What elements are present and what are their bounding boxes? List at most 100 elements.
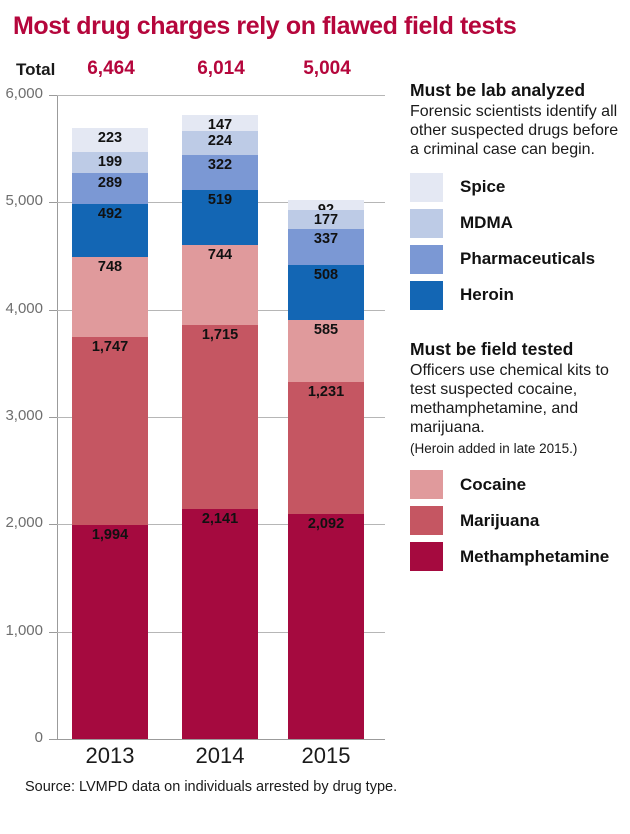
legend-group-field-note: (Heroin added in late 2015.) [410, 440, 578, 456]
legend-label: Spice [460, 177, 506, 197]
legend-label: Marijuana [460, 510, 540, 530]
bar-segment-2013-mdma[interactable]: 199 [72, 152, 148, 174]
page-title: Most drug charges rely on flawed field t… [13, 12, 517, 40]
bar-segment-value: 289 [97, 175, 123, 192]
y-tick-label-4,000: 4,000 [5, 299, 43, 317]
bar-segment-2015-spice[interactable]: 92 [288, 200, 364, 217]
legend-swatch-heroin [410, 280, 443, 310]
bar-segment-value: 199 [97, 154, 123, 171]
y-tick-label-6,000: 6,000 [5, 85, 43, 102]
legend-group-lab: Must be lab analyzed Forensic scientists… [410, 80, 625, 313]
legend-item-mdma[interactable]: MDMA [410, 205, 625, 241]
bar-segment-2015-mdma[interactable]: 177 [288, 209, 364, 229]
bar-segment-value: 2,141 [201, 511, 239, 528]
y-tick-mark-0 [49, 739, 57, 740]
legend-item-marijuana[interactable]: Marijuana [410, 503, 625, 539]
bar-segment-value: 223 [97, 130, 123, 147]
legend-label: Cocaine [460, 474, 527, 494]
bar-segment-value: 585 [313, 321, 339, 338]
legend-label: Heroin [460, 285, 514, 305]
y-tick-label-1,000: 1,000 [5, 621, 43, 639]
stacked-bar-2014[interactable]: 147 224 322 519 744 1,715 2,141 [182, 115, 258, 739]
y-tick-mark-1,000 [49, 631, 57, 633]
legend-items-lab: Spice MDMA Pharmaceuticals Heroin [410, 169, 625, 313]
bar-segment-value: 1,747 [91, 339, 129, 356]
y-tick-mark-5,000 [49, 202, 57, 204]
stacked-bar-2013[interactable]: 223 199 289 492 748 1,747 1,994 [72, 128, 148, 739]
source-note: Source: LVMPD data on individuals arrest… [25, 779, 398, 795]
legend-swatch-pharmaceuticals [410, 244, 443, 274]
legend-item-heroin[interactable]: Heroin [410, 277, 625, 313]
bar-segment-value: 492 [97, 206, 123, 223]
bar-segment-value: 748 [97, 259, 123, 276]
bar-segment-value: 1,994 [91, 526, 129, 543]
y-tick-label-0: 0 [34, 729, 43, 746]
bar-segment-2015-methamphetamine[interactable]: 2,092 [288, 514, 364, 739]
bar-segment-value: 322 [207, 157, 233, 174]
y-tick-mark-2,000 [49, 524, 57, 526]
bar-segment-2013-heroin[interactable]: 492 [72, 204, 148, 258]
bar-segment-value: 337 [313, 230, 339, 247]
x-tick-2013: 2013 [85, 743, 135, 768]
bar-segment-2015-heroin[interactable]: 508 [288, 265, 364, 320]
y-tick-label-5,000: 5,000 [5, 192, 43, 210]
legend-item-pharmaceuticals[interactable]: Pharmaceuticals [410, 241, 625, 277]
bar-segment-value: 508 [313, 267, 339, 284]
legend-swatch-mdma [410, 208, 443, 238]
bar-segment-value: 147 [207, 117, 233, 134]
legend-group-field: Must be field tested Officers use chemic… [410, 339, 625, 575]
bar-segment-value: 744 [207, 247, 233, 264]
bar-segment-2014-mdma[interactable]: 224 [182, 131, 258, 156]
bar-segment-2014-cocaine[interactable]: 744 [182, 245, 258, 326]
bar-segment-2015-pharmaceuticals[interactable]: 337 [288, 228, 364, 266]
total-row-label: Total [16, 60, 56, 79]
legend-group-field-body: Officers use chemical kits to test suspe… [410, 361, 609, 437]
bar-segment-2013-spice[interactable]: 223 [72, 128, 148, 153]
bar-segment-2014-pharmaceuticals[interactable]: 322 [182, 155, 258, 190]
total-value-2014: 6,014 [197, 58, 245, 79]
bar-segment-2014-heroin[interactable]: 519 [182, 189, 258, 246]
bar-segment-2013-marijuana[interactable]: 1,747 [72, 337, 148, 525]
bar-segment-value: 224 [207, 133, 233, 150]
y-tick-label-3,000: 3,000 [5, 407, 43, 424]
y-tick-label-2,000: 2,000 [5, 514, 43, 532]
legend-label: MDMA [460, 213, 513, 233]
stacked-bar-2015[interactable]: 92177 337 508 585 1,231 2,092 [288, 200, 364, 739]
legend-group-lab-heading: Must be lab analyzed [410, 80, 586, 100]
legend-label: Methamphetamine [460, 546, 610, 566]
gridline-6,000 [57, 95, 385, 96]
legend-item-methamphetamine[interactable]: Methamphetamine [410, 539, 625, 575]
bar-segment-2015-marijuana[interactable]: 1,231 [288, 382, 364, 515]
bar-segment-2013-pharmaceuticals[interactable]: 289 [72, 173, 148, 205]
legend-group-lab-body: Forensic scientists identify all other s… [410, 102, 619, 159]
bar-segment-2013-cocaine[interactable]: 748 [72, 257, 148, 338]
bar-segment-value: 1,715 [201, 327, 239, 344]
y-tick-mark-4,000 [49, 309, 57, 311]
y-tick-mark-6,000 [49, 95, 57, 96]
legend-swatch-cocaine [410, 470, 443, 500]
y-tick-mark-3,000 [49, 417, 57, 418]
chart-plot-area: 6,000 5,000 4,000 3,000 2,000 1,000 0 223 199 28… [5, 85, 385, 768]
legend-label: Pharmaceuticals [460, 249, 596, 269]
legend-items-field: Cocaine Marijuana Methamphetamine [410, 467, 625, 575]
legend-swatch-marijuana [410, 506, 443, 536]
bar-segment-value: 519 [207, 191, 233, 208]
total-value-2013: 6,464 [87, 58, 135, 79]
x-axis-line [57, 739, 385, 740]
bar-segment-value: 1,231 [307, 384, 345, 401]
legend-swatch-spice [410, 172, 443, 202]
x-tick-2015: 2015 [301, 743, 351, 768]
legend-rail: Must be lab analyzed Forensic scientists… [410, 80, 625, 575]
legend-item-cocaine[interactable]: Cocaine [410, 467, 625, 503]
bar-segment-2013-methamphetamine[interactable]: 1,994 [72, 524, 148, 739]
legend-group-field-heading: Must be field tested [410, 339, 574, 360]
bar-segment-2014-marijuana[interactable]: 1,715 [182, 325, 258, 510]
x-tick-2014: 2014 [195, 743, 245, 768]
bar-segment-2015-cocaine[interactable]: 585 [288, 319, 364, 383]
legend-swatch-methamphetamine [410, 542, 443, 572]
bar-segment-value: 2,092 [307, 516, 345, 533]
legend-item-spice[interactable]: Spice [410, 169, 625, 205]
bar-segment-2014-spice[interactable]: 147 [182, 115, 258, 134]
bar-segment-2014-methamphetamine[interactable]: 2,141 [182, 509, 258, 739]
